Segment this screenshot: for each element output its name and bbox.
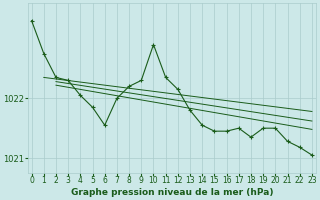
X-axis label: Graphe pression niveau de la mer (hPa): Graphe pression niveau de la mer (hPa): [70, 188, 273, 197]
